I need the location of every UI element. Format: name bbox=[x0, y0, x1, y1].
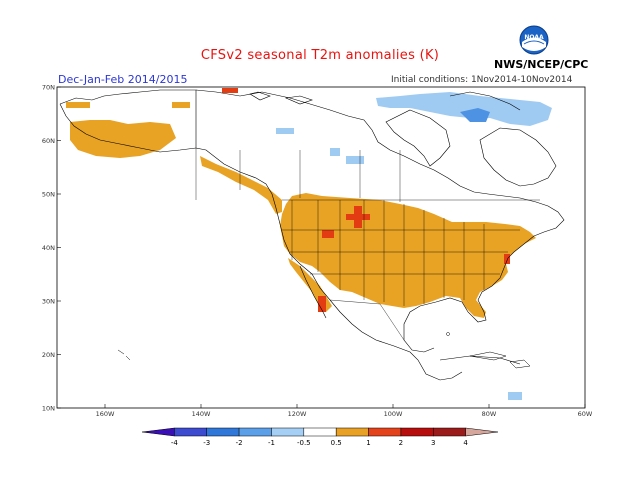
labrador-cool-area bbox=[460, 108, 490, 122]
legend-label: 2 bbox=[399, 439, 403, 447]
legend-swatch bbox=[303, 427, 337, 437]
legend-label: 4 bbox=[463, 439, 468, 447]
map-title: CFSv2 seasonal T2m anomalies (K) bbox=[200, 48, 440, 63]
initial-conditions-label: Initial conditions: 1Nov2014-10Nov2014 bbox=[391, 75, 573, 85]
legend-swatch bbox=[335, 427, 369, 437]
legend-swatch bbox=[433, 427, 466, 437]
legend-swatch bbox=[174, 427, 207, 437]
legend-swatch bbox=[400, 427, 434, 437]
pacific-coast-canada-warm-area bbox=[200, 156, 282, 214]
baja-hotspot bbox=[318, 296, 326, 312]
islands bbox=[117, 332, 531, 369]
alaska-north-warm bbox=[66, 102, 90, 108]
legend-swatch bbox=[141, 427, 175, 437]
lat-tick-label: 40N bbox=[42, 244, 55, 252]
lon-tick-label: 80W bbox=[482, 410, 497, 418]
legend-swatch bbox=[465, 427, 499, 437]
legend-label: -0.5 bbox=[297, 439, 311, 447]
lon-tick-label: 120W bbox=[288, 410, 307, 418]
legend-label: -2 bbox=[236, 439, 243, 447]
noaa-logo: NOAA bbox=[519, 25, 549, 55]
lat-tick-label: 20N bbox=[42, 351, 55, 359]
lon-tick-label: 140W bbox=[192, 410, 211, 418]
legend-swatch bbox=[238, 427, 272, 437]
lat-tick-label: 60N bbox=[42, 137, 55, 145]
legend-swatch bbox=[368, 427, 402, 437]
latitude-ticks: 70N 60N 50N 40N 30N 20N 10N bbox=[42, 84, 61, 413]
legend-label: -3 bbox=[203, 439, 210, 447]
lon-tick-label: 60W bbox=[578, 410, 593, 418]
lat-tick-label: 30N bbox=[42, 298, 55, 306]
lat-tick-label: 70N bbox=[42, 84, 55, 92]
legend-swatch bbox=[271, 427, 305, 437]
legend-labels: -4 -3 -2 -1 -0.5 0.5 1 2 3 4 bbox=[171, 439, 469, 447]
alaska-warm-area bbox=[70, 120, 176, 158]
atlantic-cool bbox=[508, 392, 522, 400]
east-coast-hotspot bbox=[504, 254, 510, 264]
alaska-north-warm-2 bbox=[172, 102, 190, 108]
legend-label: 3 bbox=[431, 439, 435, 447]
legend-label: -4 bbox=[171, 439, 179, 447]
legend-label: -1 bbox=[268, 439, 275, 447]
legend-label: 1 bbox=[366, 439, 370, 447]
svg-text:NOAA: NOAA bbox=[524, 34, 544, 41]
central-canada-cool bbox=[330, 148, 340, 156]
northern-plains-hotspot bbox=[346, 206, 370, 228]
coastlines bbox=[59, 89, 565, 381]
lat-tick-label: 10N bbox=[42, 405, 55, 413]
contiguous-us-warm-area bbox=[280, 193, 536, 318]
agency-label: NWS/NCEP/CPC bbox=[494, 58, 589, 71]
lon-tick-label: 100W bbox=[384, 410, 403, 418]
lon-tick-label: 160W bbox=[96, 410, 115, 418]
longitude-ticks: 160W 140W 120W 100W 80W 60W bbox=[96, 404, 593, 418]
legend-bar bbox=[141, 427, 499, 437]
west-hotspot bbox=[322, 230, 334, 238]
hudson-cool bbox=[276, 128, 294, 134]
political-boundaries bbox=[195, 148, 540, 341]
legend-swatch bbox=[206, 427, 240, 437]
arctic-hotspot bbox=[222, 88, 238, 93]
season-label: Dec-Jan-Feb 2014/2015 bbox=[58, 73, 188, 86]
legend-label: 0.5 bbox=[331, 439, 342, 447]
central-canada-cool-2 bbox=[346, 156, 364, 164]
lat-tick-label: 50N bbox=[42, 191, 55, 199]
eastern-canada-cool-area bbox=[376, 92, 552, 126]
